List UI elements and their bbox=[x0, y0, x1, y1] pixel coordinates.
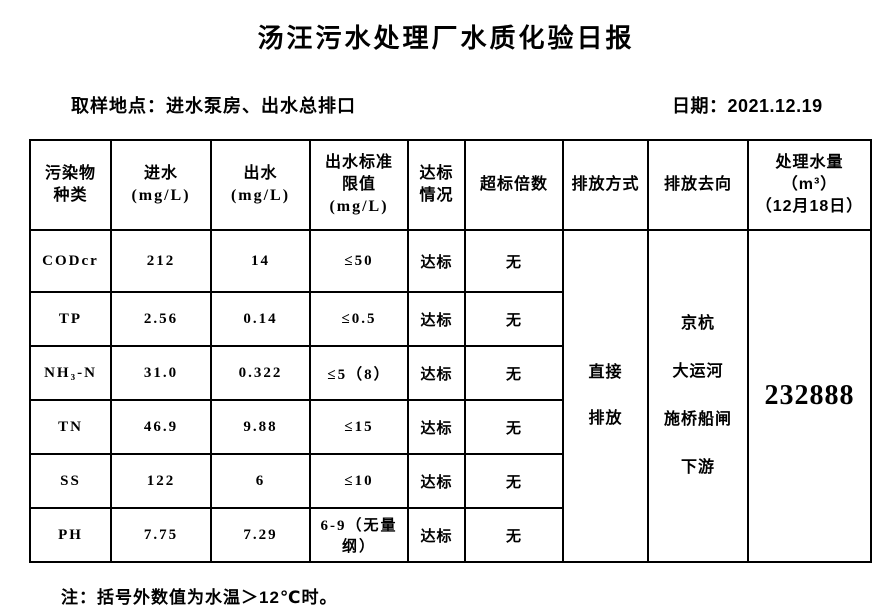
treated-volume-cell: 232888 bbox=[747, 229, 872, 563]
influent-cell: 31.0 bbox=[110, 345, 212, 401]
method-line: 直接 bbox=[588, 364, 623, 381]
col-header-effluent: 出水 (mg/L) bbox=[210, 139, 311, 231]
table-row: NH₃-N 31.0 0.322 ≤5（8） 达标 无 bbox=[29, 345, 871, 401]
discharge-destination-cell: 京杭 大运河 施桥船闸 下游 bbox=[647, 229, 749, 563]
status-cell: 达标 bbox=[407, 507, 466, 563]
limit-cell: ≤0.5 bbox=[309, 291, 409, 347]
table-header-row: 污染物 种类 进水 (mg/L) 出水 (mg/L) 出水标准 限值 (mg/L… bbox=[29, 139, 872, 231]
status-cell: 达标 bbox=[407, 399, 466, 455]
exceed-cell: 无 bbox=[464, 345, 564, 401]
report-date-label: 日期：2021.12.19 bbox=[672, 96, 823, 116]
header-line: 种类 bbox=[53, 187, 88, 204]
influent-cell: 122 bbox=[110, 453, 212, 509]
status-cell: 达标 bbox=[407, 345, 466, 401]
header-line: （m³） bbox=[781, 176, 838, 193]
table-row: TN 46.9 9.88 ≤15 达标 无 bbox=[29, 399, 871, 455]
pollutant-cell: SS bbox=[29, 453, 112, 509]
exceed-cell: 无 bbox=[464, 507, 564, 563]
exceed-cell: 无 bbox=[464, 291, 564, 347]
effluent-cell: 0.322 bbox=[210, 345, 311, 401]
destination-line: 下游 bbox=[680, 459, 715, 476]
pollutant-cell: PH bbox=[29, 507, 112, 563]
col-header-method: 排放方式 bbox=[562, 139, 649, 231]
exceed-cell: 无 bbox=[464, 229, 564, 293]
header-line: 出水标准 bbox=[324, 154, 393, 171]
influent-cell: 2.56 bbox=[110, 291, 212, 347]
col-header-status: 达标 情况 bbox=[407, 139, 466, 231]
col-header-volume: 处理水量 （m³） （12月18日） bbox=[747, 139, 872, 231]
destination-line: 施桥船闸 bbox=[663, 411, 732, 428]
header-line: 处理水量 bbox=[775, 154, 844, 171]
status-cell: 达标 bbox=[407, 229, 466, 293]
effluent-cell: 6 bbox=[210, 453, 311, 509]
limit-cell: ≤50 bbox=[309, 229, 409, 293]
table-row: PH 7.75 7.29 6-9（无量纲） 达标 无 bbox=[29, 507, 871, 563]
pollutant-cell: TN bbox=[29, 399, 112, 455]
footnote: 注：括号外数值为水温＞12℃时。 bbox=[61, 588, 338, 607]
limit-cell: ≤15 bbox=[309, 399, 409, 455]
col-header-pollutant: 污染物 种类 bbox=[29, 139, 112, 231]
effluent-cell: 7.29 bbox=[210, 507, 311, 563]
header-line: （12月18日） bbox=[755, 198, 864, 215]
effluent-cell: 14 bbox=[210, 229, 311, 293]
status-cell: 达标 bbox=[407, 453, 466, 509]
header-line: 排放方式 bbox=[571, 176, 640, 193]
col-header-exceed: 超标倍数 bbox=[464, 139, 564, 231]
col-header-influent: 进水 (mg/L) bbox=[110, 139, 212, 231]
col-header-destination: 排放去向 bbox=[647, 139, 749, 231]
destination-line: 京杭 bbox=[680, 315, 715, 332]
header-line: 限值 bbox=[341, 176, 376, 193]
water-quality-table: 污染物 种类 进水 (mg/L) 出水 (mg/L) 出水标准 限值 (mg/L… bbox=[29, 139, 872, 563]
table-row: TP 2.56 0.14 ≤0.5 达标 无 bbox=[29, 291, 871, 347]
effluent-cell: 0.14 bbox=[210, 291, 311, 347]
pollutant-cell: CODcr bbox=[29, 229, 112, 293]
header-line: (mg/L) bbox=[329, 198, 389, 215]
limit-cell: ≤5（8） bbox=[309, 345, 409, 401]
header-line: (mg/L) bbox=[131, 187, 191, 204]
exceed-cell: 无 bbox=[464, 399, 564, 455]
exceed-cell: 无 bbox=[464, 453, 564, 509]
header-line: 达标 bbox=[419, 165, 454, 182]
header-line: 进水 bbox=[143, 165, 178, 182]
limit-cell: ≤10 bbox=[309, 453, 409, 509]
effluent-cell: 9.88 bbox=[210, 399, 311, 455]
header-line: 超标倍数 bbox=[479, 176, 548, 193]
treated-volume-value: 232888 bbox=[764, 380, 855, 411]
header-line: 污染物 bbox=[44, 165, 96, 182]
page-title: 汤汪污水处理厂水质化验日报 bbox=[257, 23, 635, 53]
method-line: 排放 bbox=[588, 410, 623, 427]
col-header-limit: 出水标准 限值 (mg/L) bbox=[309, 139, 409, 231]
destination-line: 大运河 bbox=[672, 363, 724, 380]
sampling-point-label: 取样地点：进水泵房、出水总排口 bbox=[71, 96, 356, 116]
header-line: 排放去向 bbox=[663, 176, 732, 193]
status-cell: 达标 bbox=[407, 291, 466, 347]
influent-cell: 7.75 bbox=[110, 507, 212, 563]
header-line: 情况 bbox=[419, 187, 454, 204]
header-line: (mg/L) bbox=[230, 187, 291, 204]
influent-cell: 212 bbox=[110, 229, 212, 293]
pollutant-cell: NH₃-N bbox=[29, 345, 112, 401]
limit-cell: 6-9（无量纲） bbox=[309, 507, 409, 563]
table-row: SS 122 6 ≤10 达标 无 bbox=[29, 453, 871, 509]
influent-cell: 46.9 bbox=[110, 399, 212, 455]
pollutant-cell: TP bbox=[29, 291, 112, 347]
discharge-method-cell: 直接 排放 bbox=[562, 229, 649, 563]
header-line: 出水 bbox=[243, 165, 278, 182]
table-row: CODcr 212 14 ≤50 达标 无 直接 排放 京杭 大运河 施桥船闸 … bbox=[29, 229, 872, 563]
